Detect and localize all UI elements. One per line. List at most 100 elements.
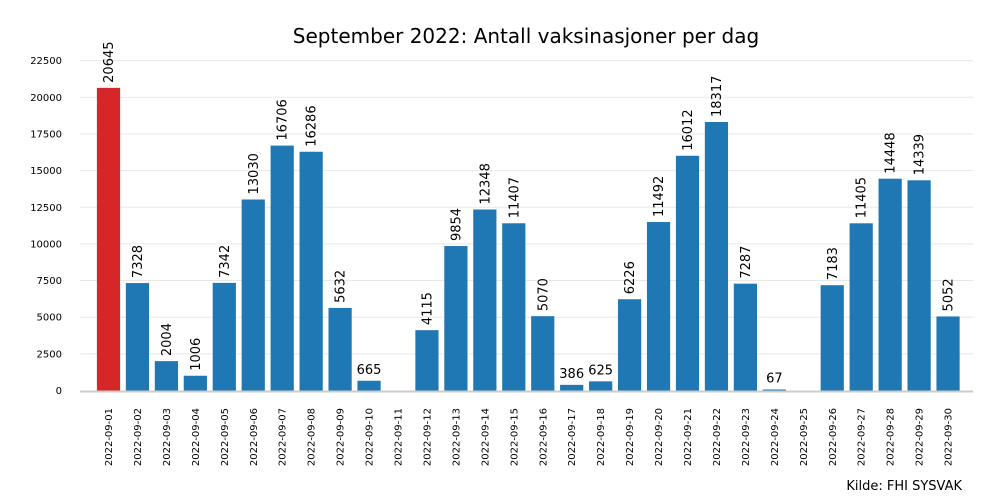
bar	[560, 384, 584, 391]
bar	[675, 155, 700, 391]
x-tick-label: 2022-09-25	[799, 408, 810, 466]
bar	[936, 316, 960, 391]
x-axis: 2022-09-01 2022-09-02 2022-09-03 2022-09-04…	[104, 408, 955, 466]
bar	[357, 380, 381, 391]
bar	[125, 283, 150, 391]
data-label: 7328	[131, 245, 146, 278]
data-label: 665	[357, 363, 382, 378]
x-tick-label: 2022-09-16	[538, 408, 549, 466]
bar	[704, 121, 729, 391]
bar	[212, 282, 236, 391]
data-label: 9854	[449, 208, 464, 241]
bar	[154, 361, 178, 391]
data-label: 67	[766, 372, 783, 387]
chart-title: September 2022: Antall vaksinasjoner per…	[293, 24, 759, 48]
bar	[618, 299, 642, 391]
x-tick-label: 2022-09-13	[451, 408, 462, 466]
source-note: Kilde: FHI SYSVAK	[846, 479, 962, 494]
data-label: 7342	[218, 245, 233, 278]
bar	[473, 209, 497, 391]
data-label: 11405	[855, 177, 870, 218]
y-tick-label: 7500	[37, 276, 62, 287]
data-labels: 20645 7328 2004 1006 7342 13030 16706 16286 5632…	[102, 41, 957, 386]
data-label: 5632	[334, 270, 349, 303]
x-tick-label: 2022-09-02	[133, 408, 144, 466]
y-tick-label: 2500	[37, 349, 62, 360]
x-tick-label: 2022-09-07	[278, 408, 289, 466]
bar	[241, 199, 265, 391]
x-tick-label: 2022-09-26	[828, 408, 839, 466]
data-label: 386	[559, 367, 584, 382]
bar	[849, 223, 873, 391]
data-label: 5070	[536, 278, 551, 311]
bar	[531, 316, 555, 391]
x-tick-label: 2022-09-05	[220, 408, 231, 466]
y-tick-label: 17500	[30, 129, 62, 140]
bar	[589, 381, 613, 391]
x-tick-label: 2022-09-22	[712, 408, 723, 466]
data-label: 13030	[247, 153, 262, 194]
x-tick-label: 2022-09-24	[770, 408, 781, 466]
bar	[878, 178, 902, 391]
x-tick-label: 2022-09-12	[422, 408, 433, 466]
data-label: 1006	[189, 338, 204, 371]
data-label: 14339	[913, 134, 928, 175]
y-tick-label: 12500	[30, 203, 62, 214]
bar	[328, 307, 352, 391]
data-label: 11492	[652, 176, 667, 217]
y-tick-label: 5000	[37, 313, 62, 324]
x-tick-label: 2022-09-01	[104, 408, 115, 466]
bar	[415, 330, 439, 391]
data-label: 7287	[739, 246, 754, 279]
y-tick-label: 0	[56, 386, 62, 397]
data-label: 16706	[276, 99, 291, 140]
x-tick-label: 2022-09-21	[683, 408, 694, 466]
bar	[907, 180, 931, 391]
bar	[820, 285, 844, 391]
data-label: 11407	[507, 177, 522, 218]
bar	[762, 389, 786, 391]
x-tick-label: 2022-09-15	[509, 408, 520, 466]
x-tick-label: 2022-09-06	[249, 408, 260, 466]
x-tick-label: 2022-09-03	[162, 408, 173, 466]
y-tick-label: 15000	[30, 166, 62, 177]
bar	[646, 222, 671, 391]
x-tick-label: 2022-09-11	[394, 408, 405, 466]
x-tick-label: 2022-09-10	[365, 408, 376, 466]
x-tick-label: 2022-09-18	[596, 408, 607, 466]
x-tick-label: 2022-09-08	[307, 408, 318, 466]
data-label: 16012	[681, 109, 696, 150]
x-tick-label: 2022-09-17	[567, 408, 578, 466]
bar	[96, 87, 121, 391]
x-tick-label: 2022-09-14	[480, 408, 491, 466]
data-label: 4115	[420, 292, 435, 325]
data-label: 7183	[826, 247, 841, 280]
x-tick-label: 2022-09-19	[625, 408, 636, 466]
x-tick-label: 2022-09-29	[915, 408, 926, 466]
bar	[299, 151, 323, 391]
data-label: 12348	[478, 163, 493, 204]
data-label: 14448	[884, 132, 899, 173]
y-tick-label: 10000	[30, 239, 62, 250]
data-label: 16286	[305, 105, 320, 146]
y-axis: 0 2500 5000 7500 10000 12500 15000 17500 20000 22…	[30, 56, 62, 397]
x-tick-label: 2022-09-20	[654, 408, 665, 466]
data-label: 5052	[942, 278, 957, 311]
x-tick-label: 2022-09-30	[944, 408, 955, 466]
data-label: 6226	[623, 261, 638, 294]
x-tick-label: 2022-09-28	[886, 408, 897, 466]
y-tick-label: 22500	[30, 56, 62, 67]
bar	[270, 145, 294, 391]
x-tick-label: 2022-09-23	[741, 408, 752, 466]
x-tick-label: 2022-09-04	[191, 408, 202, 466]
bar	[502, 223, 526, 391]
data-label: 20645	[102, 41, 117, 82]
x-tick-label: 2022-09-09	[336, 408, 347, 466]
bar	[444, 246, 468, 391]
data-label: 625	[588, 363, 613, 378]
bar	[733, 283, 757, 391]
data-label: 18317	[710, 76, 725, 117]
x-tick-label: 2022-09-27	[857, 408, 868, 466]
y-tick-label: 20000	[30, 93, 62, 104]
